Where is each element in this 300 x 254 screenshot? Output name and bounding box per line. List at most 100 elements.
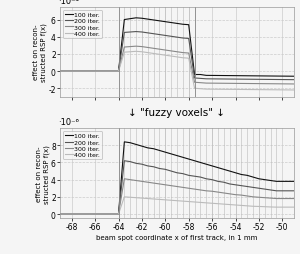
- 200 iter.: [193, 175, 196, 178]
- 100 iter.: [123, 141, 126, 144]
- Text: ·10⁻⁴: ·10⁻⁴: [58, 0, 79, 6]
- Y-axis label: effect on recon-
structed RSP f(x): effect on recon- structed RSP f(x): [33, 23, 47, 82]
- 400 iter.: [199, 88, 202, 91]
- 300 iter.: [46, 70, 50, 73]
- 100 iter.: [193, 160, 196, 163]
- Line: 100 iter.: 100 iter.: [48, 19, 294, 77]
- 200 iter.: [181, 37, 185, 40]
- 300 iter.: [169, 184, 173, 187]
- 300 iter.: [134, 45, 138, 49]
- 100 iter.: [146, 147, 150, 150]
- 300 iter.: [128, 178, 132, 181]
- 300 iter.: [199, 189, 202, 192]
- 100 iter.: [263, 178, 267, 181]
- 100 iter.: [222, 168, 226, 171]
- 100 iter.: [128, 142, 132, 145]
- Line: 400 iter.: 400 iter.: [48, 52, 294, 91]
- 400 iter.: [123, 196, 126, 199]
- 100 iter.: [117, 213, 120, 216]
- 400 iter.: [164, 199, 167, 202]
- Text: ·10⁻⁶: ·10⁻⁶: [58, 118, 79, 127]
- 400 iter.: [146, 197, 150, 200]
- 400 iter.: [205, 201, 208, 204]
- 200 iter.: [269, 189, 272, 192]
- 300 iter.: [234, 193, 237, 196]
- 200 iter.: [152, 33, 155, 36]
- 100 iter.: [175, 154, 179, 157]
- 300 iter.: [251, 196, 255, 199]
- 300 iter.: [146, 181, 150, 184]
- 100 iter.: [123, 19, 126, 22]
- 300 iter.: [222, 192, 226, 195]
- 100 iter.: [292, 180, 296, 183]
- 200 iter.: [164, 168, 167, 171]
- Legend: 100 iter., 200 iter., 300 iter., 400 iter.: 100 iter., 200 iter., 300 iter., 400 ite…: [63, 132, 102, 160]
- 300 iter.: [164, 184, 167, 187]
- 200 iter.: [123, 160, 126, 163]
- 200 iter.: [181, 172, 185, 176]
- 100 iter.: [245, 174, 249, 177]
- Line: 300 iter.: 300 iter.: [48, 47, 294, 85]
- 100 iter.: [140, 145, 144, 148]
- 100 iter.: [205, 163, 208, 166]
- 300 iter.: [123, 178, 126, 181]
- 400 iter.: [193, 201, 196, 204]
- 400 iter.: [275, 206, 278, 209]
- 100 iter.: [234, 171, 237, 174]
- 200 iter.: [158, 34, 161, 37]
- 400 iter.: [164, 54, 167, 57]
- 400 iter.: [210, 202, 214, 205]
- 100 iter.: [199, 74, 202, 77]
- 300 iter.: [175, 185, 179, 188]
- 100 iter.: [164, 21, 167, 24]
- 100 iter.: [117, 70, 120, 73]
- 100 iter.: [257, 178, 261, 181]
- 400 iter.: [234, 204, 237, 207]
- 100 iter.: [152, 19, 155, 22]
- 100 iter.: [175, 23, 179, 26]
- 200 iter.: [46, 70, 50, 73]
- 300 iter.: [245, 195, 249, 198]
- 100 iter.: [158, 20, 161, 23]
- 400 iter.: [240, 204, 243, 207]
- 400 iter.: [158, 54, 161, 57]
- 100 iter.: [169, 22, 173, 25]
- 300 iter.: [158, 49, 161, 52]
- 200 iter.: [292, 189, 296, 193]
- 400 iter.: [269, 206, 272, 209]
- 300 iter.: [193, 81, 196, 84]
- 400 iter.: [134, 196, 138, 199]
- 300 iter.: [128, 46, 132, 49]
- 100 iter.: [146, 19, 150, 22]
- 100 iter.: [140, 18, 144, 21]
- 400 iter.: [140, 51, 144, 54]
- 400 iter.: [117, 70, 120, 73]
- 300 iter.: [292, 83, 296, 86]
- 400 iter.: [181, 200, 185, 203]
- 200 iter.: [123, 32, 126, 35]
- 200 iter.: [175, 37, 179, 40]
- 300 iter.: [117, 70, 120, 73]
- 300 iter.: [187, 52, 190, 55]
- 200 iter.: [257, 187, 261, 190]
- 400 iter.: [152, 53, 155, 56]
- 300 iter.: [199, 82, 202, 85]
- 300 iter.: [164, 49, 167, 52]
- 100 iter.: [240, 173, 243, 176]
- 200 iter.: [134, 31, 138, 34]
- 300 iter.: [146, 47, 150, 50]
- 100 iter.: [292, 75, 296, 78]
- 400 iter.: [46, 70, 50, 73]
- Y-axis label: effect on recon-
structed RSP f(x): effect on recon- structed RSP f(x): [36, 144, 50, 203]
- 300 iter.: [187, 187, 190, 190]
- 400 iter.: [175, 199, 179, 202]
- 100 iter.: [134, 143, 138, 146]
- 400 iter.: [117, 213, 120, 216]
- 300 iter.: [275, 197, 278, 200]
- 100 iter.: [169, 153, 173, 156]
- 300 iter.: [269, 197, 272, 200]
- 400 iter.: [169, 199, 173, 202]
- 200 iter.: [175, 171, 179, 174]
- 200 iter.: [152, 166, 155, 169]
- 300 iter.: [134, 179, 138, 182]
